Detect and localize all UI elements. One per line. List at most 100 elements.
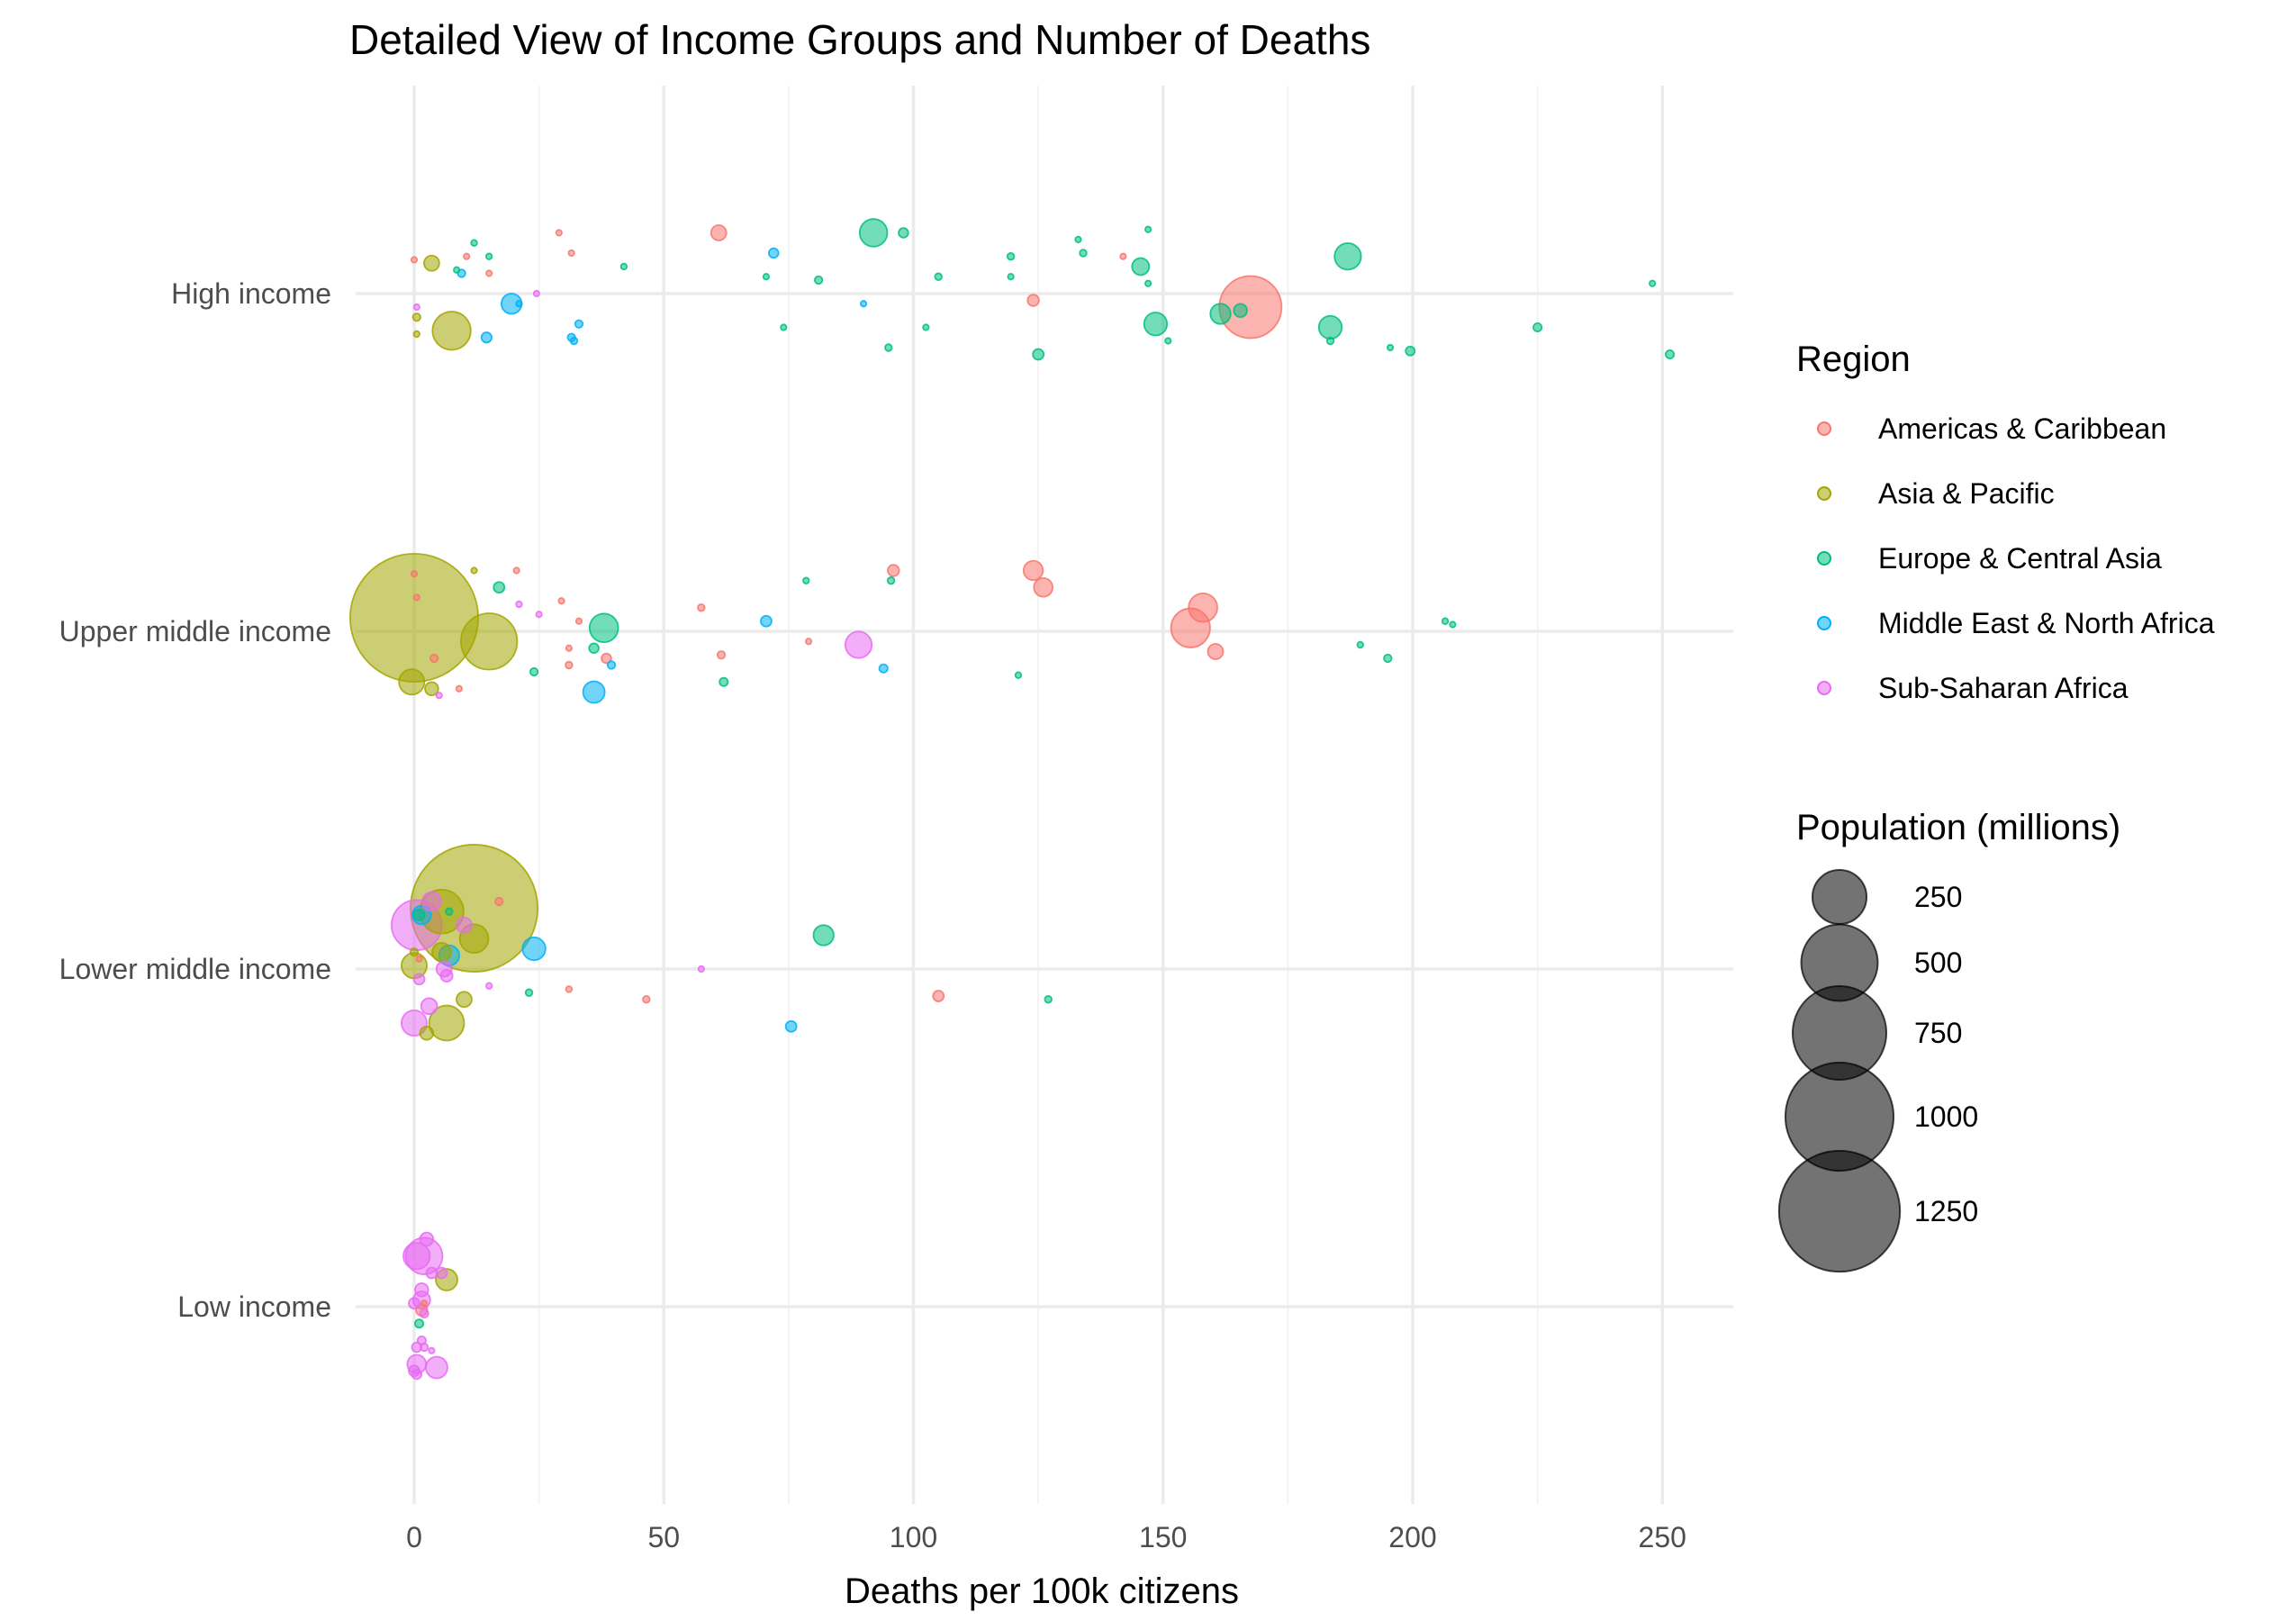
data-point bbox=[415, 955, 423, 963]
data-point bbox=[858, 218, 889, 248]
color-legend-items: Americas & Caribbean Asia & Pacific Europe… bbox=[1817, 412, 2215, 704]
size-legend-title: Population (millions) bbox=[1796, 808, 2120, 847]
data-point bbox=[710, 224, 728, 241]
data-point bbox=[1074, 235, 1082, 244]
legend-color-key bbox=[1817, 486, 1831, 501]
data-point bbox=[1144, 225, 1153, 233]
data-point bbox=[435, 1266, 448, 1280]
legend-size-key bbox=[1777, 1149, 1902, 1273]
data-point bbox=[784, 1019, 798, 1033]
data-point bbox=[1006, 252, 1016, 261]
data-point bbox=[601, 652, 612, 665]
x-tick-label: 0 bbox=[406, 1521, 422, 1553]
data-point bbox=[1333, 242, 1362, 271]
data-point bbox=[1209, 303, 1232, 325]
data-point bbox=[480, 331, 493, 344]
data-point bbox=[512, 566, 520, 575]
data-point bbox=[485, 269, 493, 277]
data-point bbox=[1325, 336, 1335, 346]
data-point bbox=[932, 990, 945, 1002]
data-point bbox=[1233, 303, 1248, 319]
data-point bbox=[420, 997, 438, 1016]
legend-color-key bbox=[1817, 616, 1831, 630]
data-point bbox=[445, 907, 454, 916]
data-point bbox=[859, 300, 868, 308]
data-point bbox=[419, 1231, 435, 1247]
data-point bbox=[802, 576, 810, 584]
data-point bbox=[423, 254, 440, 272]
data-point bbox=[565, 985, 574, 993]
data-point bbox=[574, 319, 584, 329]
data-point bbox=[606, 660, 617, 670]
data-point bbox=[1405, 345, 1416, 357]
data-point bbox=[619, 262, 628, 271]
data-point bbox=[456, 916, 473, 934]
data-point bbox=[588, 642, 600, 655]
data-point bbox=[565, 660, 574, 670]
data-point bbox=[420, 1300, 429, 1308]
data-point bbox=[898, 227, 909, 239]
legend-color-key bbox=[1817, 551, 1831, 566]
data-point bbox=[1317, 314, 1343, 340]
data-point bbox=[934, 272, 943, 281]
data-point bbox=[1188, 592, 1218, 623]
data-point bbox=[760, 614, 773, 628]
legend-size-label: 250 bbox=[1914, 881, 1962, 913]
x-tick-label: 200 bbox=[1388, 1521, 1436, 1553]
data-point bbox=[412, 330, 420, 339]
data-point bbox=[886, 576, 896, 585]
data-point bbox=[524, 988, 534, 997]
data-point bbox=[425, 1355, 448, 1380]
y-axis-ticks: High income Upper middle income Lower midd… bbox=[59, 277, 331, 1323]
data-point bbox=[456, 991, 473, 1009]
data-point bbox=[408, 1297, 420, 1310]
data-point bbox=[767, 247, 780, 259]
data-point bbox=[463, 252, 471, 260]
data-point bbox=[470, 239, 478, 247]
data-point bbox=[780, 323, 788, 331]
data-point bbox=[574, 617, 583, 625]
data-point bbox=[410, 256, 419, 264]
data-point bbox=[535, 611, 543, 619]
data-point bbox=[697, 964, 705, 974]
data-point bbox=[1131, 257, 1151, 276]
data-point bbox=[419, 1342, 429, 1353]
data-point bbox=[762, 273, 771, 281]
data-point bbox=[428, 1004, 466, 1042]
data-point bbox=[410, 570, 419, 578]
data-point bbox=[1033, 576, 1053, 598]
x-tick-label: 100 bbox=[890, 1521, 937, 1553]
data-point bbox=[1386, 343, 1395, 352]
data-point bbox=[804, 638, 813, 646]
color-legend-title: Region bbox=[1796, 340, 1911, 379]
data-point bbox=[557, 597, 565, 605]
data-point bbox=[1383, 653, 1393, 664]
data-point bbox=[412, 973, 426, 986]
data-point bbox=[414, 1281, 429, 1298]
legend-region-label: Asia & Pacific bbox=[1878, 477, 2055, 510]
data-point bbox=[567, 249, 575, 258]
data-point bbox=[412, 909, 426, 921]
data-point bbox=[484, 252, 493, 260]
y-tick-label: High income bbox=[171, 277, 331, 310]
grid bbox=[356, 86, 1733, 1504]
legend-size-label: 1250 bbox=[1914, 1195, 1978, 1227]
data-point bbox=[1079, 249, 1088, 258]
data-point bbox=[555, 229, 563, 237]
data-point bbox=[419, 1025, 435, 1041]
data-point bbox=[588, 612, 619, 644]
data-point bbox=[642, 995, 651, 1004]
data-point bbox=[484, 982, 493, 990]
data-point bbox=[1007, 273, 1015, 281]
legend-color-key bbox=[1817, 421, 1831, 436]
data-point bbox=[1119, 252, 1127, 260]
data-points bbox=[349, 218, 1676, 1381]
data-point bbox=[1022, 559, 1044, 582]
x-axis-ticks: 0 50 100 150 200 250 bbox=[406, 1521, 1686, 1553]
data-point bbox=[1441, 617, 1450, 625]
y-tick-label: Low income bbox=[177, 1290, 331, 1323]
data-point bbox=[532, 289, 540, 298]
data-point bbox=[1449, 620, 1457, 629]
data-point bbox=[494, 896, 504, 907]
